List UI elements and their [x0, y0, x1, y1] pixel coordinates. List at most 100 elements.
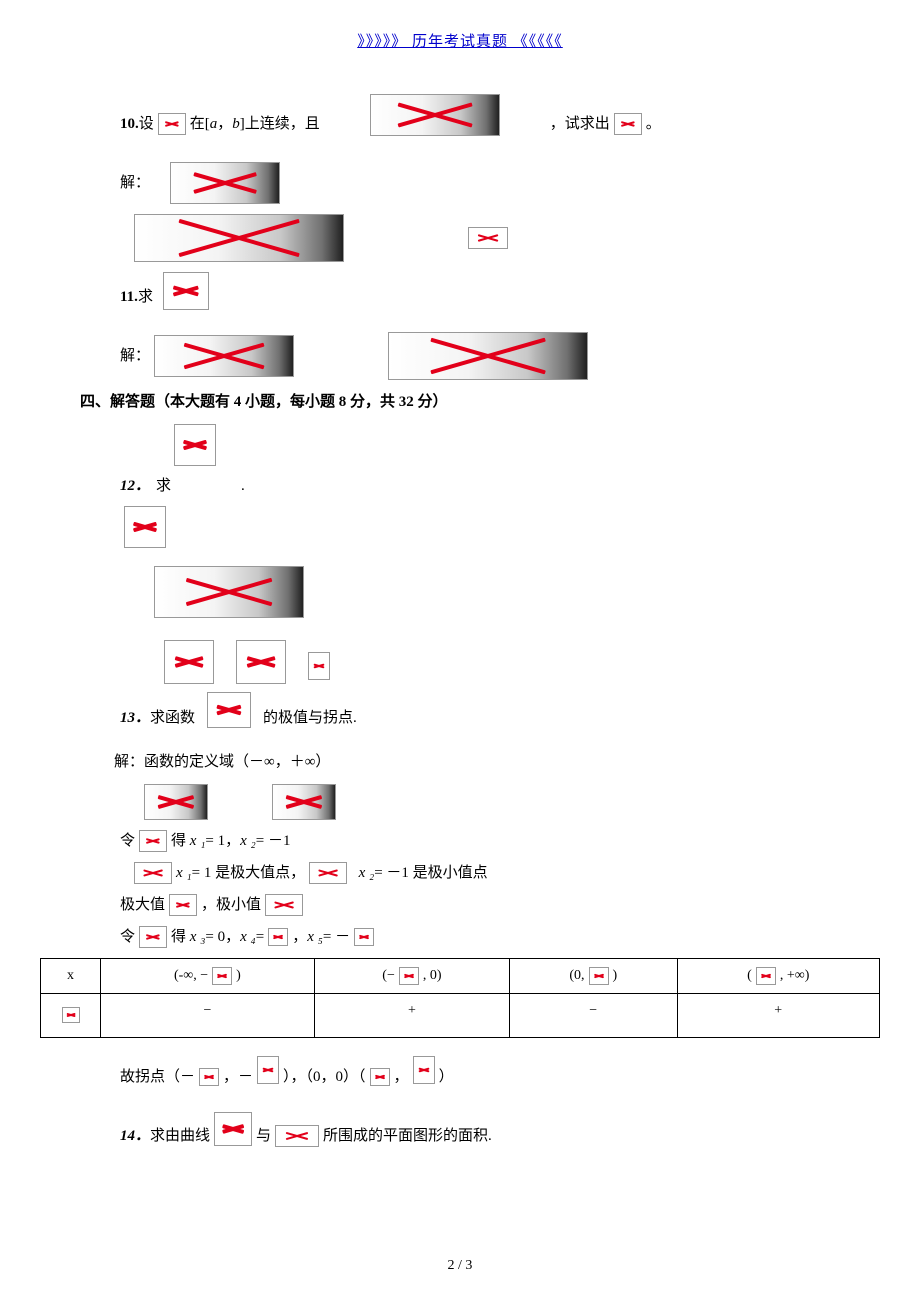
q12-step3 [160, 638, 840, 686]
table-header-x: x [41, 959, 101, 994]
broken-image-icon [756, 967, 776, 985]
q10-pre: 设 [139, 112, 154, 136]
broken-image-icon [614, 113, 642, 135]
q13-crit2: x ₁ = 1 是极大值点， x ₂ = －1 是极小值点 [130, 860, 840, 886]
q13-x5c: ， [292, 925, 307, 949]
q14-num: 14． [120, 1124, 150, 1148]
broken-image-icon [265, 894, 303, 916]
broken-image-icon [212, 967, 232, 985]
q13-x1a: = 1， [205, 829, 240, 853]
q12-img-above [170, 422, 840, 468]
section-4-title: 四、解答题 [80, 394, 155, 410]
q13-let2: 令 [120, 925, 135, 949]
table-cell: (−, 0) [314, 959, 509, 994]
x1-label2: x ₁ [176, 861, 192, 885]
table-cell: + [677, 994, 880, 1038]
page-number: 2 / 3 [448, 1258, 473, 1273]
broken-image-icon [170, 162, 280, 204]
broken-image-icon [309, 862, 347, 884]
broken-image-icon [154, 335, 294, 377]
q10-line: 10. 设 在[ a ， b ]上连续，且 ，试求出 。 [120, 94, 840, 154]
broken-image-icon [124, 506, 166, 548]
q14-pre: 求由曲线 [150, 1124, 210, 1148]
broken-image-icon [388, 332, 588, 380]
table-cell: − [101, 994, 315, 1038]
broken-image-icon [169, 894, 197, 916]
q14-post: 所围成的平面图形的面积. [323, 1124, 492, 1148]
q13-maxmin: 极大值 ，极小值 [120, 892, 840, 918]
broken-image-icon [158, 113, 186, 135]
broken-image-icon [134, 214, 344, 262]
broken-image-icon [174, 424, 216, 466]
q10-var-a: a [210, 112, 218, 136]
q10-sol-label: 解： [120, 171, 150, 195]
broken-image-icon [199, 1068, 219, 1086]
q13-inflect: 故拐点（－ [120, 1065, 195, 1089]
q12-label: 求 [156, 474, 171, 498]
header-link[interactable]: 》》》》》 历年考试真题 《《《《《 [80, 30, 840, 54]
broken-image-icon [236, 640, 286, 684]
table-row-sign: − + − + [41, 994, 880, 1038]
q13-num: 13． [120, 706, 150, 730]
broken-image-icon [207, 692, 251, 728]
q13-sol-line: 解：函数的定义域（－∞，＋∞） [114, 750, 840, 774]
q11-line: 11. 求 [120, 270, 840, 324]
q10-sol2 [130, 212, 840, 264]
q10-sep: ， [217, 112, 232, 136]
broken-image-icon [370, 1068, 390, 1086]
q13-inflect2: ，－ [223, 1065, 253, 1089]
x5-label: x ₅ [307, 925, 323, 949]
q13-crit1: 令 得 x ₁ = 1， x ₂ = －1 [120, 828, 840, 854]
q12-num: 12． [120, 474, 150, 498]
broken-image-icon [139, 926, 167, 948]
x1-label: x ₁ [190, 829, 206, 853]
q13-crit3: 令 得 x ₃ = 0， x ₄ = ， x ₅ = － [120, 924, 840, 950]
broken-image-icon [370, 94, 500, 136]
broken-image-icon [399, 967, 419, 985]
q10-num: 10. [120, 112, 139, 136]
q13-inflect4: ， [394, 1065, 409, 1089]
q10-sol: 解： [120, 160, 840, 206]
q10-tail: ，试求出 [550, 112, 610, 136]
q11-label: 求 [138, 285, 153, 309]
broken-image-icon [164, 640, 214, 684]
q13-inflect3: ），（0，0）（ [283, 1065, 366, 1089]
q13-inflection: 故拐点（－ ，－ ），（0，0）（ ， ） [120, 1054, 840, 1100]
broken-image-icon [468, 227, 508, 249]
header-link-text: 》》》》》 历年考试真题 《《《《《 [357, 34, 563, 50]
q13-x1b: = 1 是极大值点， [192, 861, 305, 885]
x3-label: x ₃ [190, 925, 206, 949]
broken-image-icon [354, 928, 374, 946]
q13-x5e: = － [323, 925, 350, 949]
broken-image-icon [268, 928, 288, 946]
broken-image-icon [163, 272, 209, 310]
q10-end: 。 [646, 112, 661, 136]
broken-image-icon [413, 1056, 435, 1084]
broken-image-icon [134, 862, 172, 884]
q10-var-b: b [232, 112, 240, 136]
q13-get2: 得 [171, 925, 186, 949]
q14-line: 14． 求由曲线 与 所围成的平面图形的面积. [120, 1110, 840, 1162]
table-cell: (-∞, −) [101, 959, 315, 994]
q11-num: 11. [120, 285, 138, 309]
broken-image-icon [62, 1007, 80, 1023]
section-4-desc: （本大题有 4 小题，每小题 8 分，共 32 分） [155, 394, 448, 410]
x4-label: x ₄ [240, 925, 256, 949]
sign-table: x (-∞, −) (−, 0) (0, ) (, +∞) − + − + [40, 958, 880, 1038]
q12-dot: . [241, 474, 245, 498]
broken-image-icon [154, 566, 304, 618]
broken-image-icon [589, 967, 609, 985]
q12-line: 12． 求 . [120, 474, 840, 498]
q12-step2 [150, 564, 840, 620]
broken-image-icon [139, 830, 167, 852]
table-cell: (0, ) [510, 959, 678, 994]
q13-x2b: = －1 是极小值点 [374, 861, 487, 885]
broken-image-icon [308, 652, 330, 680]
q13-pre: 求函数 [150, 706, 195, 730]
q14-mid: 与 [256, 1124, 271, 1148]
broken-image-icon [257, 1056, 279, 1084]
table-cell: (, +∞) [677, 959, 880, 994]
q13-x4: = [256, 925, 264, 949]
q13-derivs [140, 782, 840, 822]
q11-sol: 解： [120, 330, 840, 382]
